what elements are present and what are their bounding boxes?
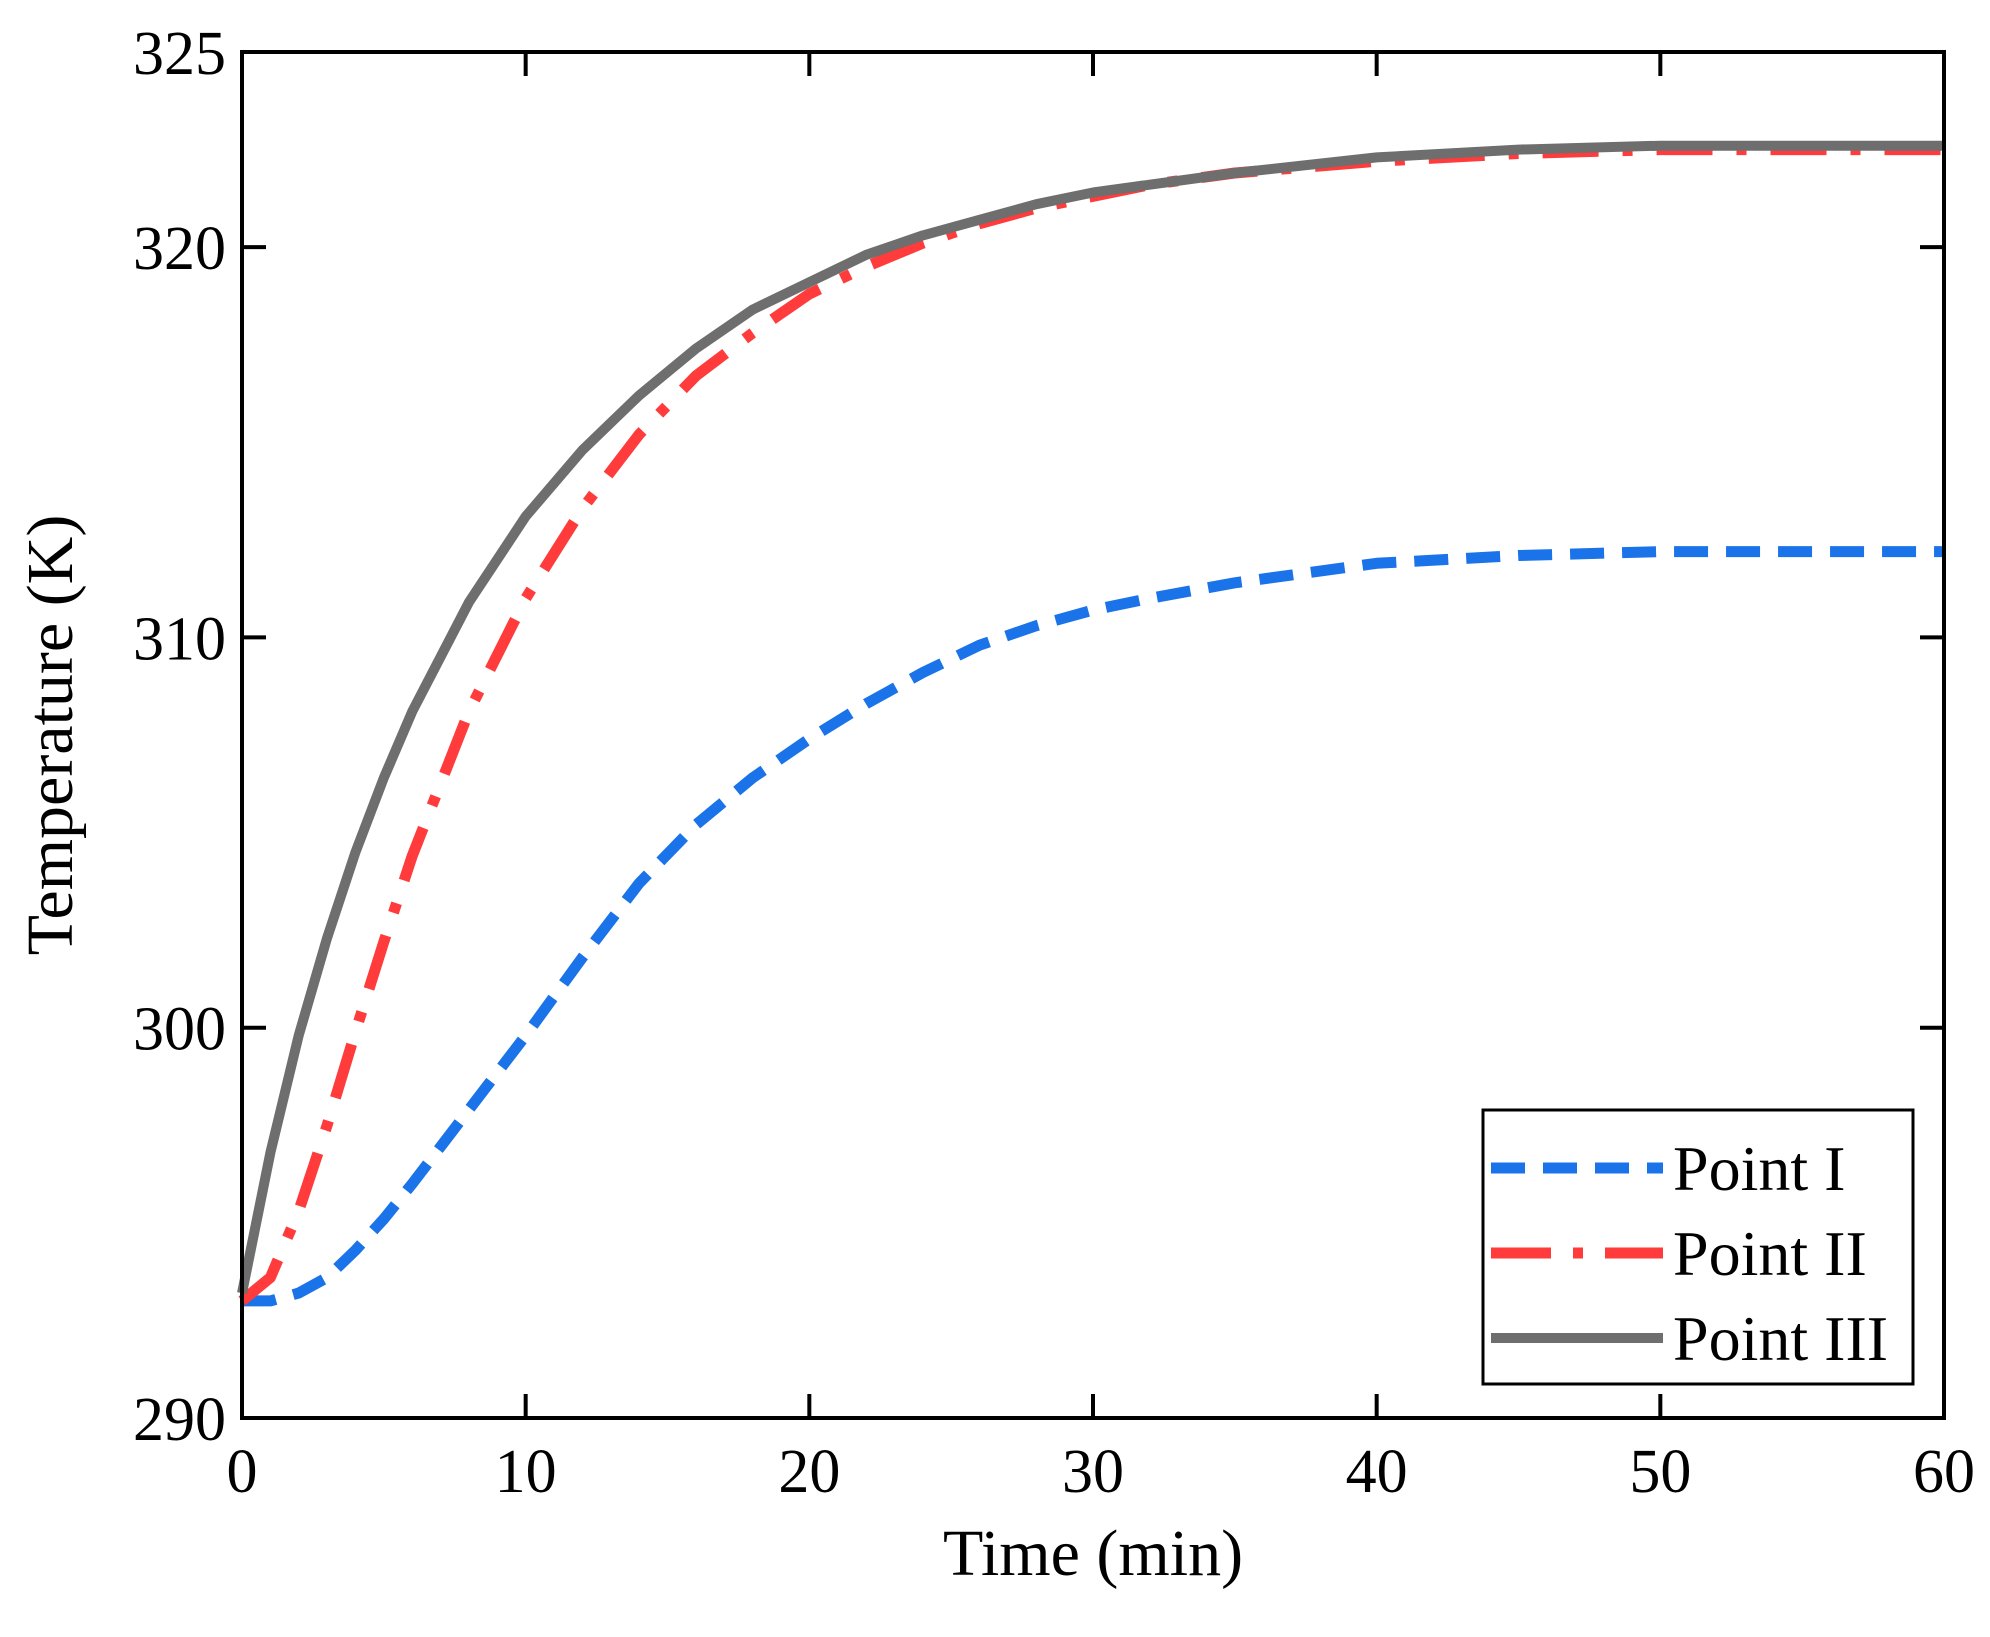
x-tick-label: 50 xyxy=(1629,1438,1691,1506)
axes: 0 10 20 30 40 50 60 290 300 310 320 325 xyxy=(133,20,1975,1506)
x-tick-label: 10 xyxy=(495,1438,557,1506)
legend: Point I Point II Point III xyxy=(1481,1108,1915,1386)
y-tick-label: 325 xyxy=(133,20,226,88)
plot-area xyxy=(237,140,1944,1307)
y-axis-title: Temperature (K) xyxy=(14,515,87,956)
legend-label-3: Point III xyxy=(1673,1303,1888,1374)
y-tick-label: 300 xyxy=(133,996,226,1064)
series-line-1 xyxy=(242,546,1944,1307)
x-axis-title: Time (min) xyxy=(943,1517,1243,1590)
legend-label-1: Point I xyxy=(1673,1133,1845,1204)
y-tick-label: 290 xyxy=(133,1386,226,1454)
x-tick-label: 30 xyxy=(1062,1438,1124,1506)
x-tick-label: 40 xyxy=(1346,1438,1408,1506)
legend-label-2: Point II xyxy=(1673,1218,1867,1289)
x-tick-label: 20 xyxy=(778,1438,840,1506)
x-tick-label: 0 xyxy=(227,1438,258,1506)
series-line-3 xyxy=(237,140,1944,1295)
y-tick-label: 310 xyxy=(133,605,226,673)
y-tick-label: 320 xyxy=(133,215,226,283)
x-tick-label: 60 xyxy=(1913,1438,1975,1506)
